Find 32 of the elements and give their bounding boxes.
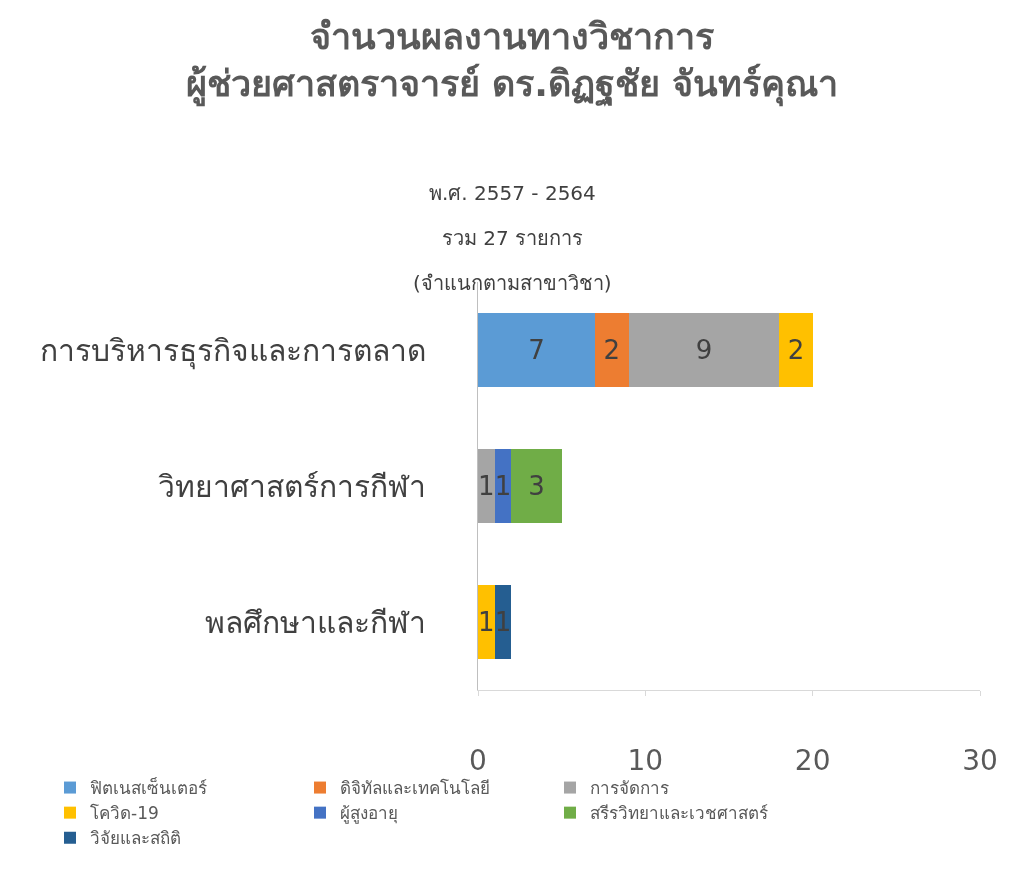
data-label: 1 bbox=[478, 607, 495, 637]
bar bbox=[511, 448, 562, 524]
data-label: 1 bbox=[478, 471, 495, 501]
legend-label: วิจัยและสถิติ bbox=[90, 828, 181, 849]
y-tick-label: วิทยาศาสตร์การกีฬา bbox=[158, 468, 426, 504]
data-label: 7 bbox=[528, 335, 545, 365]
chart-subtitle: พ.ศ. 2557 - 2564 รวม 27 รายการ (จำแนกตามสาขาวิชา) bbox=[413, 181, 612, 295]
x-tick-label: 10 bbox=[627, 743, 664, 777]
y-tick-label: การบริหารธุรกิจและการตลาด bbox=[40, 332, 426, 370]
bar bbox=[779, 312, 813, 388]
bar bbox=[478, 584, 495, 660]
data-label: 1 bbox=[494, 471, 512, 501]
data-label: 2 bbox=[603, 335, 621, 365]
bar bbox=[478, 312, 596, 388]
data-label: 9 bbox=[695, 335, 713, 365]
legend-label: ดิจิทัลและเทคโนโลยี bbox=[340, 778, 490, 799]
legend-label: ผู้สูงอายุ bbox=[340, 803, 398, 825]
bar bbox=[628, 312, 780, 388]
legend-label: โควิด-19 bbox=[90, 803, 159, 824]
data-label: 2 bbox=[787, 335, 805, 365]
legend-label: สรีรวิทยาและเวชศาสตร์ bbox=[590, 803, 768, 824]
data-label: 1 bbox=[494, 607, 512, 637]
y-tick-label: พลศึกษาและกีฬา bbox=[205, 604, 426, 640]
x-tick-label: 30 bbox=[962, 743, 998, 777]
bar bbox=[595, 312, 629, 388]
data-label: 3 bbox=[528, 471, 545, 501]
x-tick-label: 20 bbox=[794, 743, 831, 777]
chart-title: จำนวนผลงานทางวิชาการ ผู้ช่วยศาสตราจารย์ ดร.ดิฏฐชัย จันทร์คุณา bbox=[185, 15, 839, 107]
x-tick-label: 0 bbox=[469, 743, 487, 777]
bar bbox=[478, 448, 495, 524]
legend-label: การจัดการ bbox=[590, 778, 669, 799]
legend-label: ฟิตเนสเซ็นเตอร์ bbox=[90, 777, 207, 799]
